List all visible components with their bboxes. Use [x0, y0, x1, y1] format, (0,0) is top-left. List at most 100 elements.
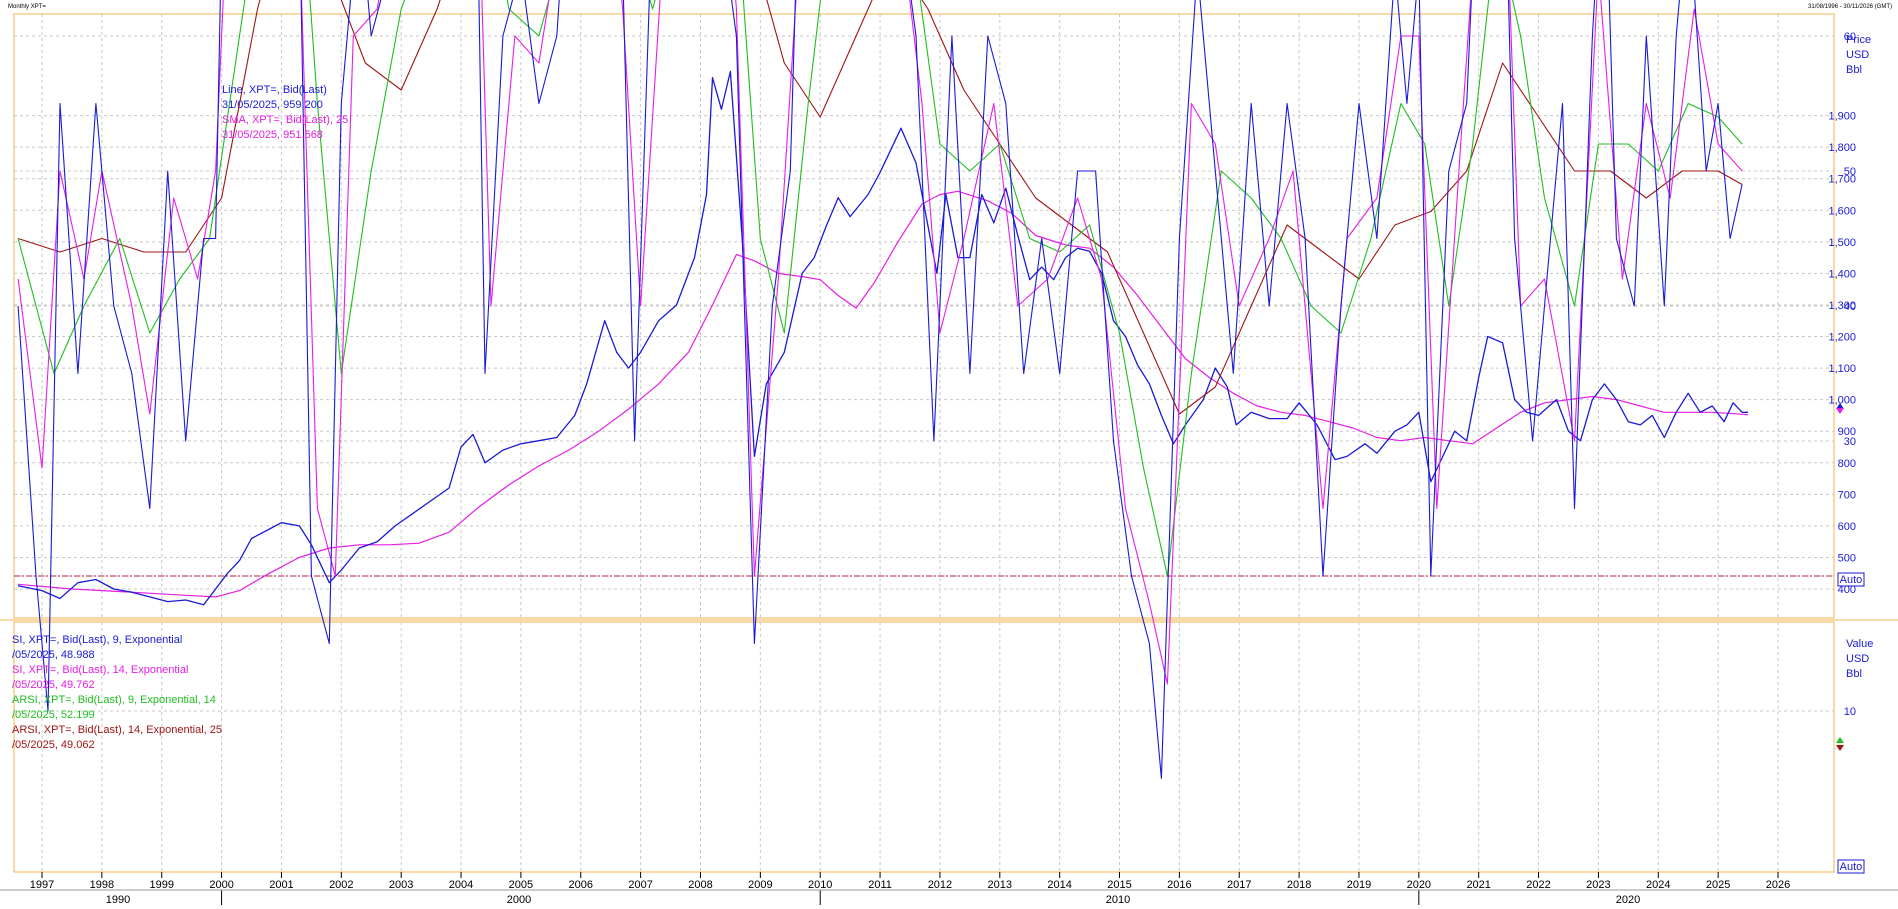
rsi-axis-header-line: Value: [1846, 638, 1873, 650]
price-y-tick-label: 1,500: [1828, 237, 1856, 249]
rsi-last-value-marker: [1836, 737, 1844, 751]
x-year-label: 2009: [748, 879, 772, 891]
marsi14-series-line: [17, 0, 1743, 415]
x-year-label: 2008: [688, 879, 712, 891]
rsi-auto-button[interactable]: Auto: [1837, 859, 1865, 874]
x-year-label: 2013: [988, 879, 1012, 891]
x-year-label: 2015: [1107, 879, 1131, 891]
price-y-tick-label: 1,400: [1828, 268, 1856, 280]
x-year-label: 2022: [1526, 879, 1550, 891]
price-y-tick-label: 1,000: [1828, 395, 1856, 407]
price-y-tick-label: 600: [1838, 521, 1856, 533]
price-axis-header: Price USD Bbl: [1846, 34, 1871, 76]
sma-marker-down-icon: [1836, 408, 1844, 414]
price-y-tick-label: 500: [1838, 552, 1856, 564]
price-legend-value: 31/05/2025, 959.200: [222, 99, 323, 111]
x-year-label: 2025: [1706, 879, 1730, 891]
price-series-line: [17, 70, 1749, 606]
x-year-label: 2006: [569, 879, 593, 891]
marsi-marker-up-icon: [1836, 737, 1844, 743]
x-year-label: 2019: [1347, 879, 1371, 891]
rsi14-legend-line: SI, XPT=, Bid(Last), 14, Exponential: [12, 664, 188, 676]
x-year-label: 2024: [1646, 879, 1670, 891]
sma-series-line: [18, 190, 1749, 598]
y-tick-labels: 400 500 600 700 800 900 1,000 1,100 1,200 1,300 1,…: [1828, 31, 1856, 718]
x-year-label: 2000: [209, 879, 233, 891]
sma-legend-value: 31/05/2025, 951.568: [222, 129, 323, 141]
marsi14-legend-value: /05/2025, 49.062: [12, 739, 95, 751]
price-y-tick-label: 400: [1838, 584, 1856, 596]
price-y-tick-label: 1,600: [1828, 205, 1856, 217]
x-year-label: 2005: [509, 879, 533, 891]
x-year-label: 1998: [90, 879, 114, 891]
price-auto-button[interactable]: Auto: [1837, 572, 1865, 587]
rsi-auto-label: Auto: [1840, 861, 1863, 873]
x-year-label: 2007: [628, 879, 652, 891]
price-y-tick-label: 900: [1838, 426, 1856, 438]
x-year-label: 2026: [1766, 879, 1790, 891]
x-year-label: 2002: [329, 879, 353, 891]
x-year-label: 2021: [1466, 879, 1490, 891]
x-year-label: 2023: [1586, 879, 1610, 891]
price-y-tick-label: 1,200: [1828, 332, 1856, 344]
price-marker-up-icon: [1836, 403, 1844, 409]
x-year-label: 2003: [389, 879, 413, 891]
rsi-y-tick-label: 50: [1844, 166, 1856, 178]
rsi9-legend-line: SI, XPT=, Bid(Last), 9, Exponential: [12, 634, 182, 646]
x-year-label: 2011: [868, 879, 892, 891]
x-decade-label: 1990: [106, 894, 130, 906]
price-y-tick-label: 1,800: [1828, 142, 1856, 154]
rsi-y-tick-label: 60: [1844, 31, 1856, 43]
rsi9-legend-value: /05/2025, 48.988: [12, 649, 95, 661]
rsi-axis-header-line: USD: [1846, 653, 1869, 665]
rsi-y-tick-label: 30: [1844, 436, 1856, 448]
price-y-tick-label: 800: [1838, 458, 1856, 470]
x-year-label: 2004: [449, 879, 473, 891]
rsi-axis-header: Value USD Bbl: [1846, 638, 1873, 680]
price-axis-header-line: Price: [1846, 34, 1871, 46]
price-last-value-marker: [1836, 403, 1844, 414]
price-axis-header-line: USD: [1846, 49, 1869, 61]
price-y-tick-label: 1,100: [1828, 363, 1856, 375]
x-decade-label: 2020: [1616, 894, 1640, 906]
x-year-label: 2018: [1287, 879, 1311, 891]
reference-lines: [14, 575, 1834, 577]
x-year-label: 2010: [808, 879, 832, 891]
x-year-label: 2017: [1227, 879, 1251, 891]
x-year-label: 2001: [269, 879, 293, 891]
chart-title: Monthly XPT=: [8, 4, 46, 10]
rsi14-series-line: [17, 0, 1743, 685]
rsi-axis-header-line: Bbl: [1846, 668, 1862, 680]
rsi-auto-button-box[interactable]: [1837, 859, 1865, 874]
price-auto-label: Auto: [1840, 574, 1863, 586]
rsi-legend: SI, XPT=, Bid(Last), 9, Exponential /05/…: [12, 634, 222, 751]
marsi-marker-down-icon: [1836, 745, 1844, 751]
price-y-tick-label: 700: [1838, 489, 1856, 501]
x-year-label: 2020: [1407, 879, 1431, 891]
marsi9-legend-value: /05/2025, 52.199: [12, 709, 95, 721]
series-lines: [17, 0, 1749, 780]
price-y-tick-label: 1,300: [1828, 300, 1856, 312]
marsi9-legend-line: ARSI, XPT=, Bid(Last), 9, Exponential, 1…: [12, 694, 216, 706]
marsi9-series-line: [17, 0, 1743, 577]
x-tick-labels: 1997 1998 1999 2000 2001 2002 2003 2004 2005 2006…: [0, 872, 1898, 906]
price-legend-line: Line, XPT=, Bid(Last): [222, 84, 327, 96]
grid-lines: [14, 14, 1834, 872]
x-year-label: 1999: [149, 879, 173, 891]
x-year-label: 2016: [1167, 879, 1191, 891]
rsi14-legend-value: /05/2025, 49.762: [12, 679, 95, 691]
x-year-label: 2014: [1047, 879, 1071, 891]
x-decade-label: 2000: [507, 894, 531, 906]
price-auto-button-box[interactable]: [1837, 572, 1865, 587]
rsi-y-tick-label: 10: [1844, 706, 1856, 718]
date-range: 31/08/1996 - 30/11/2026 (GMT): [1808, 4, 1892, 10]
price-axis-header-line: Bbl: [1846, 64, 1862, 76]
marsi14-legend-line: ARSI, XPT=, Bid(Last), 14, Exponential, …: [12, 724, 222, 736]
price-y-tick-label: 1,900: [1828, 111, 1856, 123]
rsi-panel-frame: [13, 621, 1835, 873]
sma-legend-line: SMA, XPT=, Bid(Last), 25: [222, 114, 348, 126]
x-decade-label: 2010: [1106, 894, 1130, 906]
x-year-label: 1997: [30, 879, 54, 891]
price-legend: Line, XPT=, Bid(Last) 31/05/2025, 959.20…: [222, 84, 348, 141]
